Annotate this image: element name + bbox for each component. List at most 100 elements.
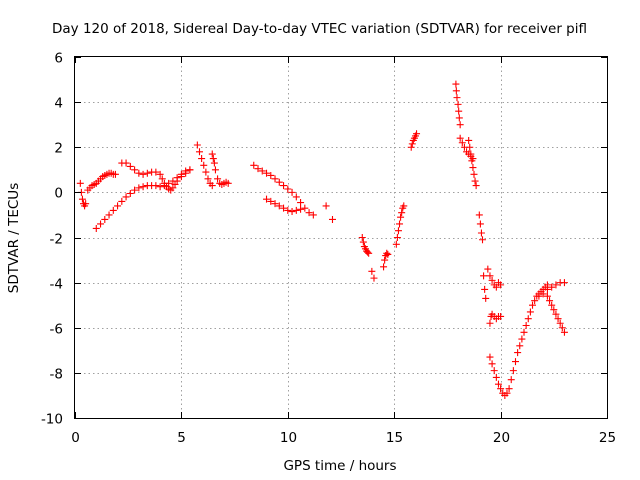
series-arc-i [380, 249, 392, 271]
y-tick-label: 4 [54, 96, 63, 112]
y-tick-label: -8 [50, 367, 63, 383]
x-tick-label: 0 [71, 430, 80, 446]
data-point [271, 200, 279, 208]
data-point [550, 306, 558, 314]
y-tick-label: -6 [50, 322, 63, 338]
data-point [476, 220, 484, 228]
data-point [78, 195, 86, 203]
data-point [254, 165, 262, 173]
data-point [400, 202, 408, 210]
data-point [135, 169, 143, 177]
data-point [455, 114, 463, 122]
data-point [263, 195, 271, 203]
data-point [383, 249, 391, 257]
data-point [111, 170, 119, 178]
data-point [522, 321, 530, 329]
data-point [275, 202, 283, 210]
data-point [516, 342, 524, 350]
data-point [507, 376, 515, 384]
data-point [214, 175, 222, 183]
data-point [472, 182, 480, 190]
data-point [156, 183, 164, 191]
data-point [173, 177, 181, 185]
series-arc-m [456, 134, 477, 163]
series-isolated-1 [322, 202, 336, 223]
data-point [469, 164, 477, 172]
data-point [535, 292, 543, 300]
data-point [202, 168, 210, 176]
data-point [554, 315, 562, 323]
data-point [364, 248, 372, 256]
data-point [488, 276, 496, 284]
data-point [224, 179, 232, 187]
data-point [305, 209, 313, 217]
data-point [114, 202, 122, 210]
data-point [397, 213, 405, 221]
data-point [381, 256, 389, 264]
data-point [92, 224, 100, 232]
data-point [292, 206, 300, 214]
series-arc-l [452, 80, 464, 129]
data-point [365, 249, 373, 257]
series-arc-o [475, 211, 490, 302]
data-point [322, 202, 330, 210]
data-point [543, 292, 551, 300]
data-point [384, 250, 392, 258]
data-point [413, 130, 421, 138]
y-tick-label: -4 [50, 277, 63, 293]
data-point [198, 155, 206, 163]
data-point [458, 139, 466, 147]
x-axis-label: GPS time / hours [283, 458, 396, 474]
data-point [156, 170, 164, 178]
data-point [122, 159, 130, 167]
data-point [200, 161, 208, 169]
data-point [497, 312, 505, 320]
data-point [126, 190, 134, 198]
data-point [76, 179, 84, 187]
data-point [182, 169, 190, 177]
data-point [186, 166, 194, 174]
data-point [475, 211, 483, 219]
data-point [394, 227, 402, 235]
data-point [556, 319, 564, 327]
data-point [548, 301, 556, 309]
series-arc-r [486, 281, 551, 399]
data-point [497, 281, 505, 289]
data-point [452, 80, 460, 88]
data-point [452, 87, 460, 95]
y-tick-label: -10 [41, 412, 63, 428]
data-point [280, 204, 288, 212]
data-point [297, 205, 305, 213]
data-point [297, 199, 305, 207]
data-point [131, 186, 139, 194]
data-point [468, 157, 476, 165]
x-tick-label: 10 [280, 430, 297, 446]
data-point [209, 155, 217, 163]
series-isolated-2 [368, 267, 378, 282]
data-point [465, 136, 473, 144]
data-point [466, 143, 474, 151]
series-arc-h [358, 234, 373, 257]
data-point [139, 170, 147, 178]
data-point [284, 206, 292, 214]
data-point [301, 204, 309, 212]
data-point [467, 150, 475, 158]
series-arc-e [208, 150, 232, 188]
data-point [97, 220, 105, 228]
plot-frame [74, 56, 608, 419]
x-tick-label: 25 [599, 430, 616, 446]
data-point [546, 297, 554, 305]
data-point [455, 107, 463, 115]
data-point [288, 208, 296, 216]
data-point [139, 183, 147, 191]
series-arc-n [465, 136, 480, 190]
data-point [193, 141, 201, 149]
data-point [471, 177, 479, 185]
data-point [267, 197, 275, 205]
data-point [398, 209, 406, 217]
x-tick-label: 5 [177, 430, 186, 446]
data-point [82, 200, 90, 208]
data-point [543, 285, 551, 293]
data-point [511, 358, 519, 366]
